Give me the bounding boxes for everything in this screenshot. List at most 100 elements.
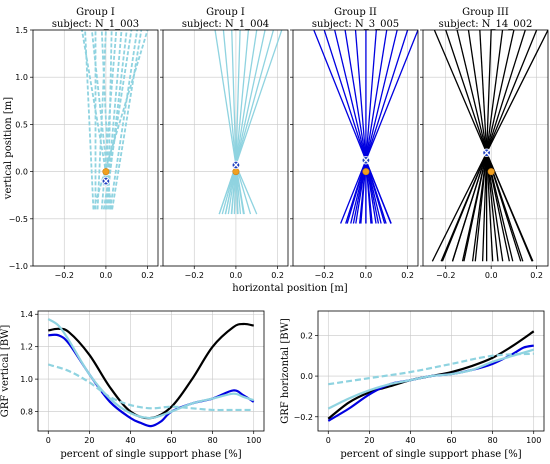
x-tick-label: −0.2: [436, 271, 455, 280]
force-line: [235, 164, 258, 215]
center-of-pressure-dot: [102, 168, 110, 176]
series-line: [47, 318, 255, 420]
panel-subtitle: subject: N_3_005: [312, 19, 399, 30]
intersection-cross: [363, 157, 369, 164]
series-line: [48, 322, 254, 420]
x-tick-label: 0: [46, 436, 51, 445]
panel-title: Group I: [206, 7, 245, 18]
series-line: [327, 344, 534, 422]
y-tick-label: 1.5: [15, 26, 28, 35]
intersection-cross: [103, 178, 109, 184]
x-tick-label: 0.2: [401, 271, 414, 280]
x-tick-label: 80: [208, 436, 218, 445]
x-tick-label: 20: [84, 436, 94, 445]
x-tick-label: −0.2: [185, 271, 204, 280]
panel-title: Group II: [334, 7, 377, 18]
y-axis-label: GRF vertical [BW]: [0, 325, 11, 418]
series-line: [47, 363, 254, 412]
x-tick-label: 40: [405, 436, 415, 445]
y-tick-label: 1.4: [20, 310, 33, 319]
force-line: [431, 30, 548, 262]
x-tick-label: 80: [488, 436, 498, 445]
y-tick-label: 0.5: [15, 120, 28, 129]
series-line: [328, 352, 534, 386]
force-line: [474, 152, 488, 262]
force-line: [365, 160, 392, 224]
center-of-pressure-dot: [487, 168, 495, 176]
force-line: [221, 30, 275, 215]
x-tick-label: 100: [526, 436, 541, 445]
x-axis-label: percent of single support phase [%]: [340, 449, 521, 460]
force-line: [111, 30, 143, 210]
force-line: [481, 30, 492, 262]
panel-subtitle: subject: N_1_004: [182, 19, 269, 30]
x-tick-label: 0.2: [530, 271, 543, 280]
plot-area: [313, 30, 418, 224]
x-tick-label: 0.0: [230, 271, 243, 280]
intersection-cross: [233, 162, 239, 168]
force-line: [334, 30, 382, 224]
axes-frame: [422, 29, 549, 267]
force-line: [345, 30, 409, 224]
panel-bottom-left: percent of single support phase [%] GRF v…: [0, 310, 265, 460]
intersection-cross: [483, 149, 490, 156]
x-axis-label: percent of single support phase [%]: [60, 449, 241, 460]
x-tick-label: 0.2: [271, 271, 284, 280]
x-tick-label: −0.2: [315, 271, 334, 280]
y-tick-label: 1.0: [15, 73, 28, 82]
center-of-pressure-dot: [362, 168, 370, 176]
force-line: [340, 30, 418, 224]
force-line: [355, 30, 388, 224]
y-axis-label: GRF horizontal [BW]: [280, 318, 291, 424]
x-tick-label: 60: [166, 436, 176, 445]
top-xlabel: horizontal position [m]: [232, 283, 348, 294]
force-line: [222, 30, 242, 215]
plot-area: [327, 330, 535, 422]
axes-frame: [317, 310, 545, 432]
force-line: [344, 30, 377, 224]
center-of-pressure-dot: [232, 168, 240, 176]
force-line: [467, 30, 504, 262]
x-tick-label: 0.2: [141, 271, 154, 280]
axes-frame: [37, 310, 265, 432]
panel-bottom-right: percent of single support phase [%] GRF h…: [280, 310, 545, 460]
y-tick-label: −1.0: [9, 262, 28, 271]
x-tick-label: 0.0: [360, 271, 373, 280]
force-line: [109, 30, 139, 210]
force-line: [440, 152, 488, 262]
force-line: [84, 30, 95, 210]
y-tick-label: 0.0: [15, 168, 28, 177]
panel-subtitle: subject: N_14_002: [439, 19, 533, 30]
x-tick-label: 60: [446, 436, 456, 445]
force-line: [451, 152, 488, 262]
y-tick-label: −0.2: [294, 413, 313, 422]
y-tick-label: −0.5: [9, 215, 28, 224]
plot-area: [431, 30, 548, 262]
y-tick-label: 1.2: [20, 343, 33, 352]
axes-frame: [32, 29, 159, 267]
force-line: [463, 152, 488, 262]
y-tick-label: 0.8: [20, 408, 33, 417]
x-tick-label: 0.0: [100, 271, 113, 280]
x-tick-label: −0.2: [55, 271, 74, 280]
x-tick-label: 20: [364, 436, 374, 445]
force-line: [350, 30, 398, 224]
y-tick-label: 0.0: [300, 372, 313, 381]
plot-area: [81, 30, 149, 210]
x-tick-label: 100: [246, 436, 261, 445]
force-line: [227, 30, 258, 215]
panel-title: Group III: [462, 7, 509, 18]
y-tick-label: 1.0: [20, 375, 33, 384]
axes-frame: [292, 29, 419, 267]
plot-area: [47, 318, 255, 428]
x-tick-label: 0: [326, 436, 331, 445]
force-line: [479, 30, 494, 262]
force-line: [233, 30, 241, 215]
axes-frame: [162, 29, 289, 267]
top-ylabel: vertical position [m]: [3, 97, 14, 200]
plot-area: [214, 30, 283, 215]
